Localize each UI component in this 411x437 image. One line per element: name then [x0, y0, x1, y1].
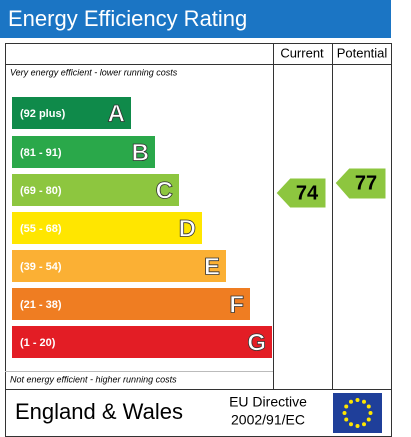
band-letter: C	[156, 177, 173, 204]
band-bar	[12, 250, 226, 282]
band-letter: E	[204, 253, 220, 280]
flag-star	[349, 422, 353, 427]
flag-star	[355, 398, 360, 402]
flag-star	[349, 399, 353, 404]
potential-arrow	[334, 167, 387, 200]
band-bar	[12, 136, 155, 168]
band-bar	[12, 174, 179, 206]
flag-star	[366, 404, 371, 409]
band-range: (81 - 91)	[20, 147, 62, 159]
band-bar	[12, 288, 250, 320]
column-header: Current	[280, 45, 324, 60]
band-range: (1 - 20)	[20, 337, 56, 349]
band-letter: A	[108, 100, 125, 127]
band-range: (92 plus)	[20, 108, 66, 120]
band-letter: F	[229, 291, 244, 318]
title-bar	[0, 0, 391, 38]
band-range: (55 - 68)	[20, 223, 62, 235]
band-bar	[12, 97, 131, 129]
flag-star	[362, 422, 366, 427]
flag-star	[368, 411, 373, 415]
potential-rating: 77	[355, 172, 377, 194]
flag-star	[355, 424, 360, 428]
band-range: (39 - 54)	[20, 261, 62, 273]
footer-directive: EU Directive	[229, 394, 307, 410]
band-bar	[12, 212, 202, 244]
current-rating: 74	[296, 182, 319, 204]
bottom-note: Not energy efficient - higher running co…	[10, 374, 177, 384]
flag-star	[366, 417, 371, 422]
eu-flag	[333, 393, 382, 433]
band-bar	[12, 326, 272, 358]
flag-star	[362, 399, 366, 404]
flag-star	[344, 417, 349, 422]
band-range: (69 - 80)	[20, 185, 62, 197]
band-letter: B	[132, 139, 149, 166]
flag-star	[342, 411, 347, 415]
column-header: Potential	[337, 45, 388, 60]
current-arrow	[275, 177, 327, 209]
band-letter: D	[179, 215, 196, 242]
top-note: Very energy efficient - lower running co…	[10, 67, 178, 77]
title: Energy Efficiency Rating	[8, 6, 247, 31]
band-range: (21 - 38)	[20, 299, 62, 311]
footer-country: England & Wales	[15, 399, 183, 424]
footer-directive: 2002/91/EC	[231, 412, 305, 428]
band-letter: G	[247, 329, 266, 356]
flag-star	[344, 404, 349, 409]
